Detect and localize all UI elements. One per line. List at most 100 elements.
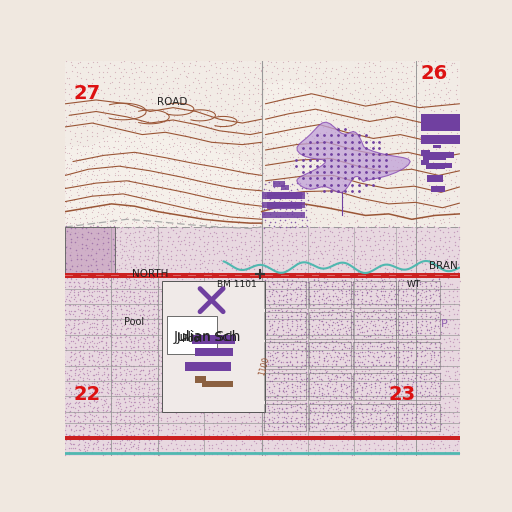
Point [415,188,423,196]
Point [280,291,288,299]
Point [301,366,309,374]
Point [123,306,131,314]
Point [166,190,174,199]
Point [365,180,373,188]
Point [432,255,440,264]
Point [157,183,165,191]
Point [296,206,305,214]
Point [412,441,420,450]
Point [404,196,412,204]
Point [203,203,211,211]
Point [135,329,143,337]
Point [420,95,429,103]
Point [266,334,274,342]
Point [87,204,95,212]
Point [335,334,344,342]
Point [182,394,190,402]
Point [126,251,135,260]
Point [224,423,232,431]
Point [99,137,108,145]
Point [411,122,419,131]
Point [163,380,171,388]
Point [377,182,385,190]
Point [113,284,121,292]
Point [444,320,452,328]
Point [305,250,313,258]
Point [377,399,385,407]
Point [200,160,208,168]
Point [318,384,326,392]
Point [408,223,416,231]
Point [353,275,361,284]
Point [416,137,424,145]
Point [122,223,130,231]
Point [297,117,305,125]
Point [114,398,122,407]
Point [92,272,100,281]
Point [66,333,74,341]
Point [390,409,398,417]
Point [310,311,318,319]
Point [81,278,89,286]
Point [245,94,253,102]
Point [157,236,165,244]
Point [308,360,316,369]
Point [154,241,162,249]
Point [445,403,454,411]
Point [417,306,425,314]
Point [320,436,328,444]
Point [372,326,380,334]
Point [144,307,153,315]
Point [334,56,342,65]
Point [365,298,373,306]
Point [288,312,296,320]
Point [415,199,423,207]
Point [284,342,292,350]
Point [347,311,355,319]
Point [159,210,167,218]
Point [83,218,91,226]
Point [181,356,189,365]
Point [441,143,450,151]
Point [386,349,394,357]
Point [80,227,89,236]
Point [372,138,380,146]
Point [160,450,168,458]
Point [268,371,276,379]
Point [347,291,355,300]
Point [62,399,71,407]
Point [76,79,84,88]
Point [102,321,111,329]
Point [332,393,340,401]
Point [268,241,276,249]
Point [125,86,134,94]
Point [385,274,393,282]
Point [185,232,193,241]
Point [386,414,394,422]
Point [80,279,89,287]
Point [158,198,166,206]
Point [423,129,431,137]
Point [345,409,353,417]
Point [189,105,197,113]
Point [231,315,239,324]
Point [194,204,202,212]
Point [223,314,231,322]
Point [238,437,246,445]
Point [272,58,281,66]
Point [144,301,152,309]
Point [120,301,128,309]
Point [181,240,189,248]
Point [453,412,461,420]
Point [318,418,327,426]
Bar [167,315,217,354]
Point [131,325,139,333]
Point [371,61,379,70]
Point [254,288,262,296]
Point [378,366,387,374]
Point [290,209,298,217]
Point [449,390,457,398]
Point [303,402,311,410]
Point [280,370,288,378]
Point [282,307,290,315]
